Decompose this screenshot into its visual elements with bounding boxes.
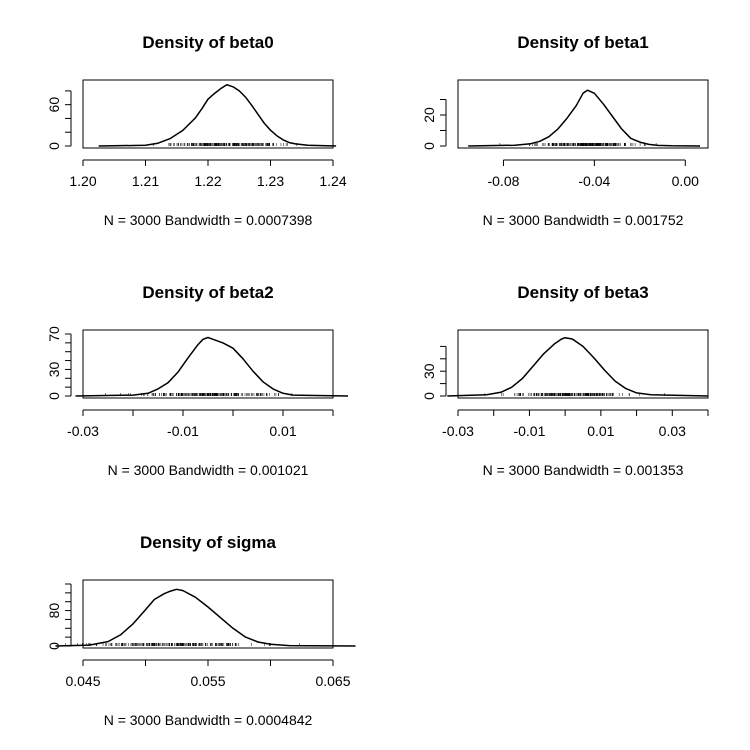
x-axis-caption: N = 3000 Bandwidth = 0.0004842 (104, 712, 313, 728)
x-tick-label: 1.22 (194, 173, 221, 189)
x-tick-label: -0.01 (513, 423, 545, 439)
density-plot-beta2: Density of beta2 -0.03 -0.01 0.01 0 30 70 N = 3… (46, 283, 349, 478)
x-tick-label: 1.23 (257, 173, 284, 189)
density-plot-beta0: Density of beta0 1.20 1.21 1.22 1.23 1.24 0 60 N… (46, 33, 347, 228)
density-plot-sigma: Density of sigma 0.045 0.055 0.065 0 80 N = 30… (46, 533, 356, 728)
x-tick-label: 0.01 (587, 423, 614, 439)
density-plot-beta3: Density of beta3 -0.03 -0.01 0.01 0.03 0 30 N =… (421, 283, 709, 478)
plot-frame (82, 329, 334, 399)
x-tick-label: 0.055 (190, 673, 225, 689)
x-tick-label: 0.03 (659, 423, 686, 439)
x-tick-label: -0.03 (442, 423, 474, 439)
rug-marks (484, 393, 665, 396)
y-tick-label: 0 (46, 392, 62, 400)
x-tick-label: -0.01 (167, 423, 199, 439)
x-tick-label: 1.20 (69, 173, 96, 189)
density-panel-sigma: Density of sigma 0.045 0.055 0.065 0 80 N = 30… (0, 500, 375, 750)
y-tick-label: 80 (46, 603, 62, 619)
density-curve (55, 588, 356, 647)
chart-title: Density of beta0 (142, 33, 273, 52)
y-tick-label: 0 (421, 142, 437, 150)
density-panel-beta2: Density of beta2 -0.03 -0.01 0.01 0 30 70 N = 3… (0, 250, 375, 500)
x-tick-label: 1.24 (319, 173, 346, 189)
density-curve (98, 83, 337, 147)
density-panel-beta1: Density of beta1 -0.08 -0.04 0.00 0 20 N = 300… (375, 0, 750, 250)
y-tick-label: 60 (46, 97, 62, 113)
x-tick-label: 1.21 (132, 173, 159, 189)
x-tick-label: 0.065 (315, 673, 350, 689)
plot-frame (82, 579, 334, 649)
rug-marks (152, 143, 298, 146)
density-curve (75, 336, 349, 397)
y-tick-label: 30 (421, 363, 437, 379)
rug-marks (499, 143, 657, 146)
chart-title: Density of beta2 (142, 283, 273, 302)
y-tick-label: 0 (46, 142, 62, 150)
y-tick-label: 0 (46, 642, 62, 650)
y-tick-label: 0 (421, 392, 437, 400)
density-plot-beta1: Density of beta1 -0.08 -0.04 0.00 0 20 N = 300… (421, 33, 709, 228)
rug-marks (105, 393, 293, 396)
x-tick-label: 0.045 (65, 673, 100, 689)
density-curve (447, 336, 709, 397)
y-tick-label: 30 (46, 361, 62, 377)
chart-title: Density of sigma (140, 533, 277, 552)
x-axis-caption: N = 3000 Bandwidth = 0.001021 (108, 462, 309, 478)
x-axis-caption: N = 3000 Bandwidth = 0.001752 (483, 212, 684, 228)
plot-frame (82, 79, 334, 149)
x-tick-label: -0.03 (67, 423, 99, 439)
x-tick-label: -0.04 (578, 173, 610, 189)
x-tick-label: 0.00 (672, 173, 699, 189)
chart-title: Density of beta3 (517, 283, 648, 302)
density-panel-beta3: Density of beta3 -0.03 -0.01 0.01 0.03 0 30 N =… (375, 250, 750, 500)
density-panel-beta0: Density of beta0 1.20 1.21 1.22 1.23 1.24 0 60 N… (0, 0, 375, 250)
chart-title: Density of beta1 (517, 33, 648, 52)
plot-frame (457, 79, 709, 149)
density-curve (468, 89, 701, 147)
plot-frame (457, 329, 709, 399)
x-axis-caption: N = 3000 Bandwidth = 0.001353 (483, 462, 684, 478)
x-axis-caption: N = 3000 Bandwidth = 0.0007398 (104, 212, 313, 228)
x-tick-label: 0.01 (269, 423, 296, 439)
x-tick-label: -0.08 (487, 173, 519, 189)
y-tick-label: 70 (46, 326, 62, 342)
y-tick-label: 20 (421, 107, 437, 123)
